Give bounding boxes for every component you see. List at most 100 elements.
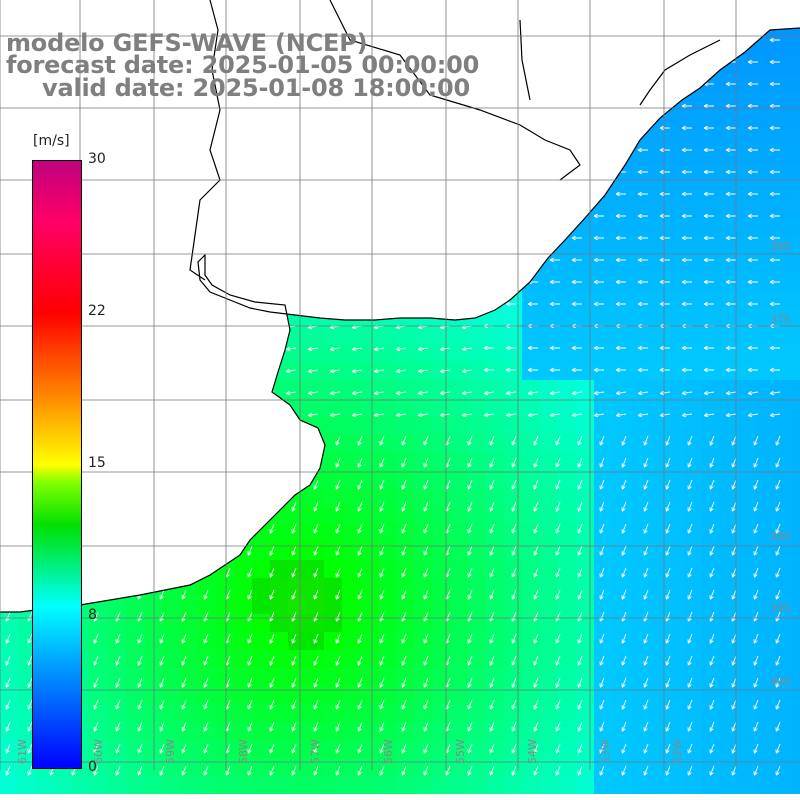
field-cell <box>630 308 648 326</box>
field-cell <box>306 578 324 596</box>
field-cell <box>324 542 342 560</box>
field-cell <box>540 686 558 704</box>
wind-arrow <box>335 743 341 754</box>
field-cell <box>126 722 144 740</box>
field-cell <box>648 200 666 218</box>
wind-arrow <box>725 279 736 285</box>
field-cell <box>630 686 648 704</box>
field-cell <box>756 596 774 614</box>
field-cell <box>792 380 800 398</box>
field-cell <box>774 272 792 290</box>
land-mask <box>0 0 800 612</box>
field-cell <box>756 758 774 776</box>
field-cell <box>486 452 504 470</box>
field-cell <box>612 560 630 578</box>
title-forecast-date: forecast date: 2025-01-05 00:00:00 <box>6 51 480 79</box>
wind-arrow <box>687 699 693 710</box>
wind-arrow <box>681 191 692 197</box>
field-cell <box>756 542 774 560</box>
field-cell <box>288 650 306 668</box>
field-cell <box>180 686 198 704</box>
field-cell <box>270 542 288 560</box>
wind-arrow <box>291 655 297 666</box>
field-cell <box>720 290 738 308</box>
field-cell <box>648 542 666 560</box>
wind-arrow <box>505 412 517 418</box>
field-cell <box>666 632 684 650</box>
field-cell <box>612 542 630 560</box>
field-cell <box>342 380 360 398</box>
field-cell <box>774 92 792 110</box>
wind-arrow <box>423 699 429 710</box>
field-cell <box>450 362 468 380</box>
field-cell <box>324 578 342 596</box>
field-cell <box>540 524 558 542</box>
wind-arrow <box>577 743 583 754</box>
wind-arrow <box>659 257 670 263</box>
field-cell <box>432 452 450 470</box>
wind-arrow <box>621 457 627 468</box>
wind-arrow <box>357 589 363 600</box>
field-cell <box>720 470 738 488</box>
field-cell <box>396 326 414 344</box>
wind-arrow <box>643 765 649 776</box>
field-cell <box>396 722 414 740</box>
wind-arrow <box>351 346 363 352</box>
wind-arrow <box>291 545 297 556</box>
field-cell <box>792 650 800 668</box>
field-cell <box>612 704 630 722</box>
field-cell <box>432 470 450 488</box>
field-cell <box>216 668 234 686</box>
field-cell <box>774 470 792 488</box>
wind-arrow <box>599 435 605 446</box>
wind-arrow <box>181 677 187 688</box>
field-cell <box>324 614 342 632</box>
field-cell <box>594 218 612 236</box>
field-cell <box>468 506 486 524</box>
field-cell <box>738 362 756 380</box>
wind-arrow <box>703 147 714 153</box>
lon-label-54w: 54W <box>525 739 539 764</box>
field-cell <box>342 668 360 686</box>
wind-arrow <box>27 655 33 666</box>
field-cell <box>198 740 216 758</box>
field-cell <box>90 758 108 776</box>
wind-arrow <box>681 301 692 307</box>
field-cell <box>666 542 684 560</box>
wind-arrow <box>681 345 692 351</box>
field-cell <box>540 344 558 362</box>
wind-arrow <box>731 479 737 490</box>
wind-arrow <box>731 523 737 534</box>
field-cell <box>18 722 36 740</box>
field-cell <box>756 632 774 650</box>
wind-arrow <box>445 765 451 776</box>
field-cell <box>144 614 162 632</box>
field-cell <box>306 380 324 398</box>
field-cell <box>198 704 216 722</box>
field-cell <box>522 452 540 470</box>
wind-arrow <box>571 345 582 351</box>
field-cell <box>504 758 522 776</box>
field-cell <box>774 542 792 560</box>
wind-arrow <box>423 567 429 578</box>
field-cell <box>558 452 576 470</box>
field-cell <box>648 164 666 182</box>
field-cell <box>738 146 756 164</box>
wind-arrow <box>703 103 714 109</box>
field-cell <box>738 56 756 74</box>
wind-arrow <box>687 765 693 776</box>
wind-arrow <box>775 523 781 534</box>
wind-arrow <box>577 567 583 578</box>
wind-arrow <box>731 435 737 446</box>
field-cell <box>504 704 522 722</box>
field-cell <box>738 614 756 632</box>
field-cell <box>558 416 576 434</box>
wind-arrow <box>401 523 407 534</box>
lon-label-52w: 52W <box>670 739 684 764</box>
field-cell <box>792 470 800 488</box>
field-cell <box>684 650 702 668</box>
field-cell <box>216 614 234 632</box>
field-cell <box>630 380 648 398</box>
field-cell <box>396 488 414 506</box>
field-cell <box>540 290 558 308</box>
